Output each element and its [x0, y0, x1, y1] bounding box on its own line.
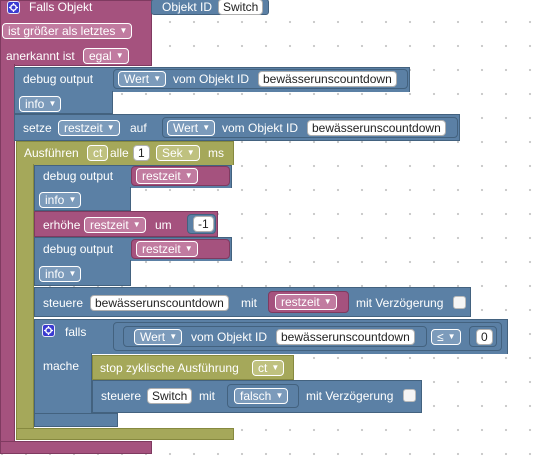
debug1-from-label: vom Objekt ID: [173, 72, 250, 86]
if-label: falls: [65, 325, 87, 339]
debug1-object[interactable]: bewässerunscountdown: [258, 71, 397, 87]
control2-value-dropdown[interactable]: falsch ▼: [234, 388, 289, 404]
debug2-label: debug output: [43, 169, 114, 183]
debug1-label: debug output: [23, 72, 94, 86]
trigger-title: Falls Objekt: [29, 0, 93, 14]
debug3-variable-dropdown[interactable]: restzeit ▼: [136, 241, 198, 257]
dropdown-arrow-icon: ▼: [169, 332, 178, 341]
if-object[interactable]: bewässerunscountdown: [276, 329, 415, 345]
stop-name-dropdown[interactable]: ct ▼: [252, 360, 285, 376]
objekt-id-label: Objekt ID: [162, 0, 213, 14]
dropdown-arrow-icon: ▼: [106, 123, 115, 132]
control-variable-dropdown[interactable]: restzeit ▼: [275, 294, 337, 310]
interval-spine: [16, 164, 34, 430]
if-compare-value[interactable]: 0: [476, 329, 493, 345]
dropdown-arrow-icon: ▼: [68, 269, 77, 278]
dropdown-arrow-icon: ▼: [153, 74, 162, 83]
setze-on-label: auf: [130, 121, 147, 135]
checkbox-icon[interactable]: [403, 389, 416, 402]
debug3-label: debug output: [43, 242, 114, 256]
gear-icon[interactable]: [7, 1, 20, 14]
if-operator-dropdown[interactable]: ≤ ▼: [431, 329, 461, 345]
interval-label: Ausführen: [24, 146, 79, 160]
increment-label: erhöhe: [43, 218, 81, 232]
if-from-label: vom Objekt ID: [191, 330, 268, 344]
debug1-value-dropdown[interactable]: Wert ▼: [118, 71, 167, 87]
setze-label: setze: [23, 121, 52, 135]
dropdown-arrow-icon: ▼: [132, 220, 141, 229]
then-label: mache: [43, 359, 80, 373]
control2-with-label: mit: [199, 389, 215, 403]
checkbox-icon[interactable]: [453, 296, 466, 309]
debug3-level-dropdown[interactable]: info ▼: [39, 266, 82, 282]
control-object[interactable]: bewässerunscountdown: [90, 295, 229, 311]
dropdown-arrow-icon: ▼: [184, 171, 193, 180]
dropdown-arrow-icon: ▼: [323, 297, 332, 306]
dropdown-arrow-icon: ▼: [447, 332, 456, 341]
interval-ms-label: ms: [208, 146, 224, 160]
interval-amount[interactable]: 1: [133, 145, 150, 161]
dropdown-arrow-icon: ▼: [68, 195, 77, 204]
dropdown-arrow-icon: ▼: [186, 148, 195, 157]
control2-delay-label: mit Verzögerung: [306, 389, 394, 403]
increment-by-label: um: [155, 218, 172, 232]
objekt-id-value[interactable]: Switch: [218, 0, 264, 15]
increment-amount[interactable]: -1: [193, 216, 214, 232]
trigger-spine: [0, 64, 15, 444]
trigger-bottom: [0, 441, 152, 454]
control-label: steuere: [43, 296, 84, 310]
dropdown-arrow-icon: ▼: [119, 26, 128, 35]
ack-label: anerkannt ist: [6, 49, 75, 63]
setze-object[interactable]: bewässerunscountdown: [307, 120, 446, 136]
debug2-variable-dropdown[interactable]: restzeit ▼: [136, 168, 198, 184]
condition-dropdown[interactable]: ist größer als letztes ▼: [2, 23, 133, 39]
dropdown-arrow-icon: ▼: [184, 244, 193, 253]
if-spine: [34, 353, 92, 416]
dropdown-arrow-icon: ▼: [115, 51, 124, 60]
interval-bottom: [16, 428, 234, 440]
gear-icon[interactable]: [42, 324, 55, 337]
debug1-level-dropdown[interactable]: info ▼: [19, 96, 62, 112]
dropdown-arrow-icon: ▼: [275, 391, 284, 400]
control2-object[interactable]: Switch: [147, 388, 193, 404]
dropdown-arrow-icon: ▼: [202, 123, 211, 132]
interval-unit-dropdown[interactable]: Sek ▼: [156, 145, 200, 161]
ack-dropdown[interactable]: egal ▼: [83, 48, 129, 64]
dropdown-arrow-icon: ▼: [271, 363, 280, 372]
increment-variable-dropdown[interactable]: restzeit ▼: [84, 217, 146, 233]
setze-from-label: vom Objekt ID: [222, 121, 299, 135]
if-value-dropdown[interactable]: Wert ▼: [134, 329, 183, 345]
control-with-label: mit: [241, 296, 257, 310]
setze-value-dropdown[interactable]: Wert ▼: [167, 120, 216, 136]
if-bottom: [34, 413, 118, 427]
control2-label: steuere: [101, 389, 142, 403]
debug2-level-dropdown[interactable]: info ▼: [39, 192, 82, 208]
interval-every-label: alle: [110, 146, 129, 160]
interval-name-field[interactable]: ct: [87, 145, 109, 161]
control-delay-label: mit Verzögerung: [356, 296, 444, 310]
dropdown-arrow-icon: ▼: [48, 99, 57, 108]
stop-label: stop zyklische Ausführung: [100, 361, 239, 375]
setze-variable-dropdown[interactable]: restzeit ▼: [58, 120, 120, 136]
